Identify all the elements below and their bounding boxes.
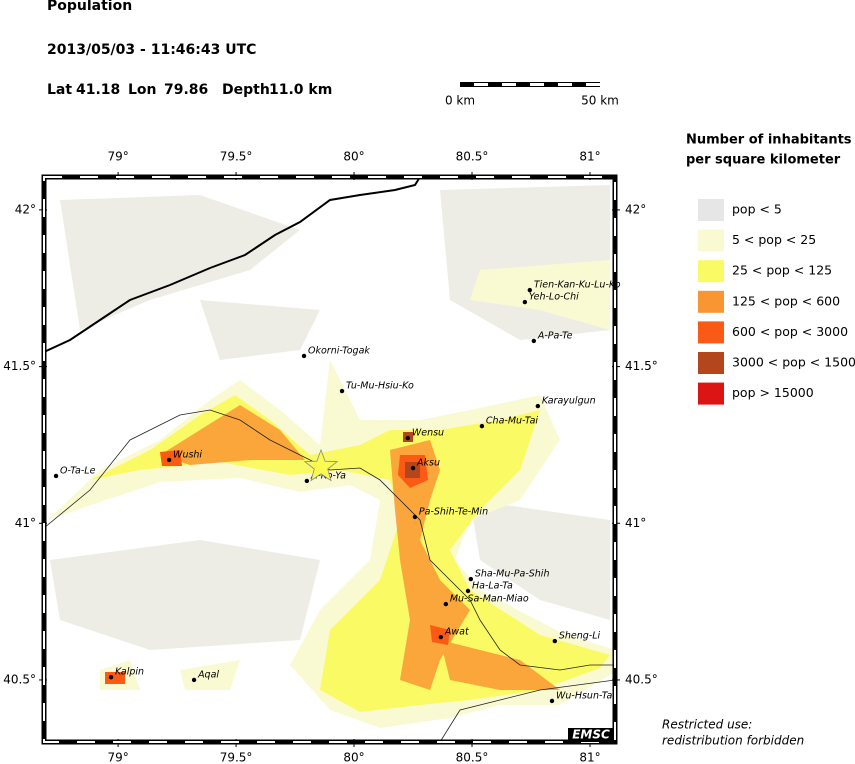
city-label: Yeh-Lo-Chi [529,292,579,303]
city-label: Wu-Hsun-Ta [556,690,613,701]
y-tick-label: 40.5° [625,672,658,686]
x-tick-label: 81° [579,150,600,164]
legend-label: 25 < pop < 125 [732,263,832,278]
scale-end: 50 km [581,94,619,108]
footer: Restricted use: [662,718,752,732]
city-label: Tu-Mu-Hsiu-Ko [346,381,414,392]
x-tick-label: 81° [579,751,600,764]
lat-label: Lat [47,82,72,98]
city-label: Wushi [173,449,202,460]
y-tick-label: 41° [625,516,646,530]
legend-title: per square kilometer [686,153,841,168]
city-label: Karayulgun [542,396,596,407]
city-marker [108,674,114,680]
footer: redistribution forbidden [662,734,804,748]
city-marker [549,698,555,704]
x-tick-label: 79° [107,751,128,764]
city-label: Aqal [197,669,219,680]
x-tick-label: 79.5° [220,150,253,164]
city-marker [410,465,416,471]
city-label: Cha-Mu-Tai [486,416,538,427]
x-tick-label: 79.5° [220,751,253,764]
city-marker [301,353,307,359]
city-marker [438,634,444,640]
city-marker [339,388,345,394]
city-label: Okorni-Togak [308,345,370,356]
title: Population [47,0,132,14]
city-marker [405,435,411,441]
x-tick-label: 80° [343,150,364,164]
legend-swatch [698,321,724,344]
legend-swatch [698,290,724,313]
datetime: 2013/05/03 - 11:46:43 UTC [47,42,256,58]
scale-bar [460,82,600,87]
city-label: Aksu [416,458,440,469]
city-label: Ha-La-Ta [472,580,513,591]
lat-value: 41.18 [76,82,120,98]
city-label: Kalpin [115,667,144,678]
legend-title: Number of inhabitants [686,133,852,148]
population-layer [44,177,615,742]
city-label: Mu-Sa-Man-Miao [450,594,529,605]
legend-swatch [698,229,724,252]
city-marker [531,338,537,344]
city-marker [552,638,558,644]
logo-box [568,728,614,742]
legend-swatch [698,352,724,374]
city-label: Awat [444,627,470,638]
city-marker [166,457,172,463]
legend-swatch [698,199,724,221]
legend-label: pop > 15000 [732,385,814,400]
city-marker [443,601,449,607]
city-marker [479,423,485,429]
depth-value: 11.0 km [269,82,332,98]
depth-label: Depth [222,82,270,98]
city-marker [412,514,418,520]
city-marker [468,576,474,582]
y-tick-label: 41° [15,516,36,530]
y-tick-label: 41.5° [625,359,658,373]
city-label: O-Ta-Le [60,465,96,476]
city-marker [465,588,471,594]
city-label: Sha-Mu-Pa-Shih [475,569,550,580]
legend-label: pop < 5 [732,202,782,217]
legend-swatch [698,382,724,405]
y-tick-label: 40.5° [3,672,36,686]
y-tick-label: 42° [625,202,646,216]
x-tick-label: 80° [343,751,364,764]
legend-label: 125 < pop < 600 [732,293,840,308]
map-overlay: 79° 79° 79.5° 79.5° 80° 80° 80.5° 80.5° 81° 81° 42… [3,150,657,764]
legend-label: 5 < pop < 25 [732,232,816,247]
legend-swatch [698,260,724,283]
lon-value: 79.86 [164,82,208,98]
x-tick-label: 79° [107,150,128,164]
map-frame-dashes [43,176,616,743]
city-label: Pa-Shih-Te-Min [419,507,488,518]
city-label: A-Pa-Te [537,330,573,341]
lon-label: Lon [128,82,157,98]
city-marker [53,473,59,479]
logo: EMSC [572,728,610,742]
city-marker [527,287,533,293]
city-label: Tien-Kan-Ku-Lu-Ko [534,280,621,291]
city-marker [535,403,541,409]
epicenter-star [303,448,339,482]
y-tick-label: 41.5° [3,359,36,373]
city-label: Wensu [412,428,444,439]
city-marker [522,299,528,305]
legend: pop < 5 5 < pop < 25 25 < pop < 125 125 < p… [698,199,855,405]
x-tick-label: 80.5° [456,150,489,164]
x-tick-label: 80.5° [456,751,489,764]
legend-label: 600 < pop < 3000 [732,324,848,339]
city-label: Sheng-Li [559,631,601,642]
scale-start: 0 km [445,94,475,108]
legend-label: 3000 < pop < 15000 [732,355,855,370]
city-marker [304,478,310,484]
y-tick-label: 42° [15,202,36,216]
city-marker [191,677,197,683]
